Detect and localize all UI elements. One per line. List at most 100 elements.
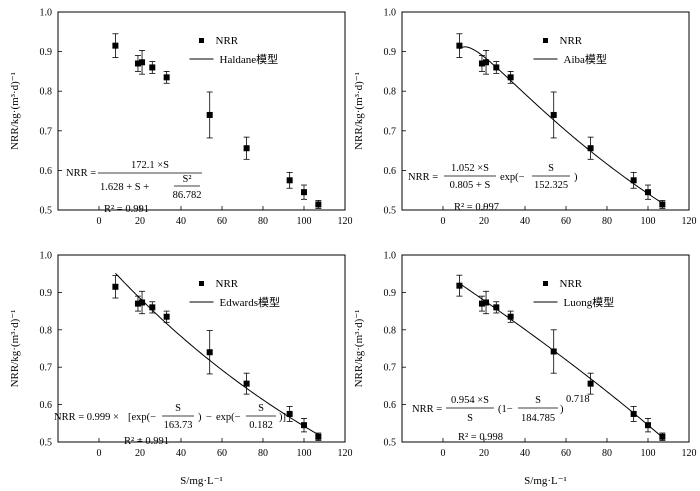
x-tick-label: 80 xyxy=(602,448,612,459)
legend-point-marker xyxy=(543,38,548,43)
data-point xyxy=(587,145,594,152)
y-tick-label: 0.8 xyxy=(40,87,53,98)
data-point xyxy=(507,313,514,320)
y-tick-label: 0.5 xyxy=(384,206,397,217)
data-point xyxy=(112,42,119,49)
data-point xyxy=(206,111,213,118)
equation-exp: exp(− xyxy=(500,172,525,183)
y-tick-label: 0.6 xyxy=(40,400,53,411)
r-squared: R² = 0.991 xyxy=(124,436,169,447)
equation-numerator: 172.1 ×S xyxy=(131,160,169,171)
data-point xyxy=(659,201,666,208)
y-tick-label: 1.0 xyxy=(384,8,397,19)
data-point xyxy=(163,74,170,81)
x-tick-label: 60 xyxy=(217,448,227,459)
y-tick-label: 0.6 xyxy=(40,166,53,177)
data-point xyxy=(301,189,307,196)
equation-sub-numerator: S xyxy=(535,395,541,406)
y-tick-label: 1.0 xyxy=(40,8,53,19)
data-point xyxy=(550,111,557,118)
legend-point-marker xyxy=(199,281,204,286)
equation-paren: ) xyxy=(198,412,202,423)
equation-lhs: NRR = xyxy=(412,404,442,415)
x-tick-label: 20 xyxy=(479,448,489,459)
y-tick-label: 0.5 xyxy=(40,206,53,217)
x-tick-label: 120 xyxy=(338,448,353,459)
plot-frame xyxy=(57,11,346,211)
data-point xyxy=(483,299,490,306)
y-tick-label: 0.8 xyxy=(384,325,397,336)
data-point xyxy=(630,177,637,184)
plot-frame xyxy=(57,254,346,443)
y-tick-label: 0.6 xyxy=(384,400,397,411)
data-point xyxy=(301,422,307,429)
data-point xyxy=(243,145,250,152)
equation-numerator: 0.954 ×S xyxy=(451,395,489,406)
data-point xyxy=(478,60,485,67)
legend-label-points: NRR xyxy=(216,35,239,47)
x-axis-label: S/mg·L⁻¹ xyxy=(180,475,223,487)
x-tick-label: 0 xyxy=(97,216,102,227)
legend-label-points: NRR xyxy=(560,35,583,47)
equation-sub-numerator: S xyxy=(548,163,554,174)
equation-sub-denominator: 0.182 xyxy=(249,420,273,431)
chart-panel-luong: 0 20 40 60 80 100 120 0.5 0.6 0.7 0.8 0.9 1.0 NRR/kg·… xyxy=(353,251,697,488)
legend-point-marker xyxy=(199,38,204,43)
y-tick-label: 0.9 xyxy=(384,47,397,58)
legend-label-model: Aiba模型 xyxy=(564,52,607,66)
data-point xyxy=(139,59,146,66)
data-point xyxy=(645,189,651,196)
x-tick-label: 60 xyxy=(217,216,227,227)
data-point xyxy=(315,433,322,440)
equation-exponent: 0.718 xyxy=(566,394,590,405)
data-point xyxy=(206,349,213,356)
chart-panel-aiba: 0 20 40 60 80 100 120 0.5 0.6 0.7 0.8 0.9 1.0 NRR/kg·… xyxy=(353,8,697,228)
x-tick-label: 40 xyxy=(520,448,530,459)
x-tick-label: 20 xyxy=(135,216,145,227)
x-tick-label: 20 xyxy=(135,448,145,459)
x-tick-label: 100 xyxy=(297,448,312,459)
x-tick-label: 0 xyxy=(441,448,446,459)
x-tick-label: 100 xyxy=(297,216,312,227)
x-tick-label: 60 xyxy=(561,448,571,459)
equation-numerator: 1.052 ×S xyxy=(451,163,489,174)
data-point xyxy=(507,74,514,81)
equation-lhs: NRR = xyxy=(66,168,96,179)
y-tick-label: 1.0 xyxy=(40,251,53,262)
y-tick-label: 0.5 xyxy=(384,438,397,449)
plot-frame xyxy=(401,254,690,443)
x-tick-label: 40 xyxy=(176,216,186,227)
y-tick-label: 0.8 xyxy=(384,87,397,98)
y-axis-label: NRR/kg·(m³·d)⁻¹ xyxy=(9,72,21,150)
data-point xyxy=(134,300,141,307)
x-axis-label: S/mg·L⁻¹ xyxy=(524,475,567,487)
data-point xyxy=(630,410,637,417)
y-tick-label: 0.9 xyxy=(384,288,397,299)
y-axis-label: NRR/kg·(m³·d)⁻¹ xyxy=(9,310,21,388)
x-tick-label: 60 xyxy=(561,216,571,227)
legend-label-model: Luong模型 xyxy=(564,295,615,309)
data-point xyxy=(163,313,170,320)
equation-one-minus: (1− xyxy=(498,404,513,415)
data-point xyxy=(645,422,651,429)
model-fit-line xyxy=(459,46,663,204)
legend-label-model: Haldane模型 xyxy=(220,52,279,66)
equation-sub-denominator: 152.325 xyxy=(534,180,568,191)
y-tick-label: 0.8 xyxy=(40,325,53,336)
y-tick-label: 0.5 xyxy=(40,438,53,449)
x-tick-label: 80 xyxy=(258,448,268,459)
model-fit-line xyxy=(459,282,663,438)
data-point xyxy=(149,304,156,311)
data-point xyxy=(286,177,293,184)
x-tick-label: 120 xyxy=(682,448,697,459)
equation-lhs: NRR = xyxy=(408,172,438,183)
chart-panel-haldane: 0 20 40 60 80 100 120 0.5 0.6 0.7 0.8 0.9 1.0 NRR/kg·… xyxy=(9,8,353,228)
y-tick-label: 0.9 xyxy=(40,288,53,299)
equation-exp-2: exp(− xyxy=(216,412,241,423)
x-tick-label: 120 xyxy=(338,216,353,227)
equation-exp-1: [exp(− xyxy=(128,412,156,423)
data-point xyxy=(587,380,594,387)
data-point xyxy=(243,380,250,387)
r-squared: R² = 0.998 xyxy=(458,432,503,443)
